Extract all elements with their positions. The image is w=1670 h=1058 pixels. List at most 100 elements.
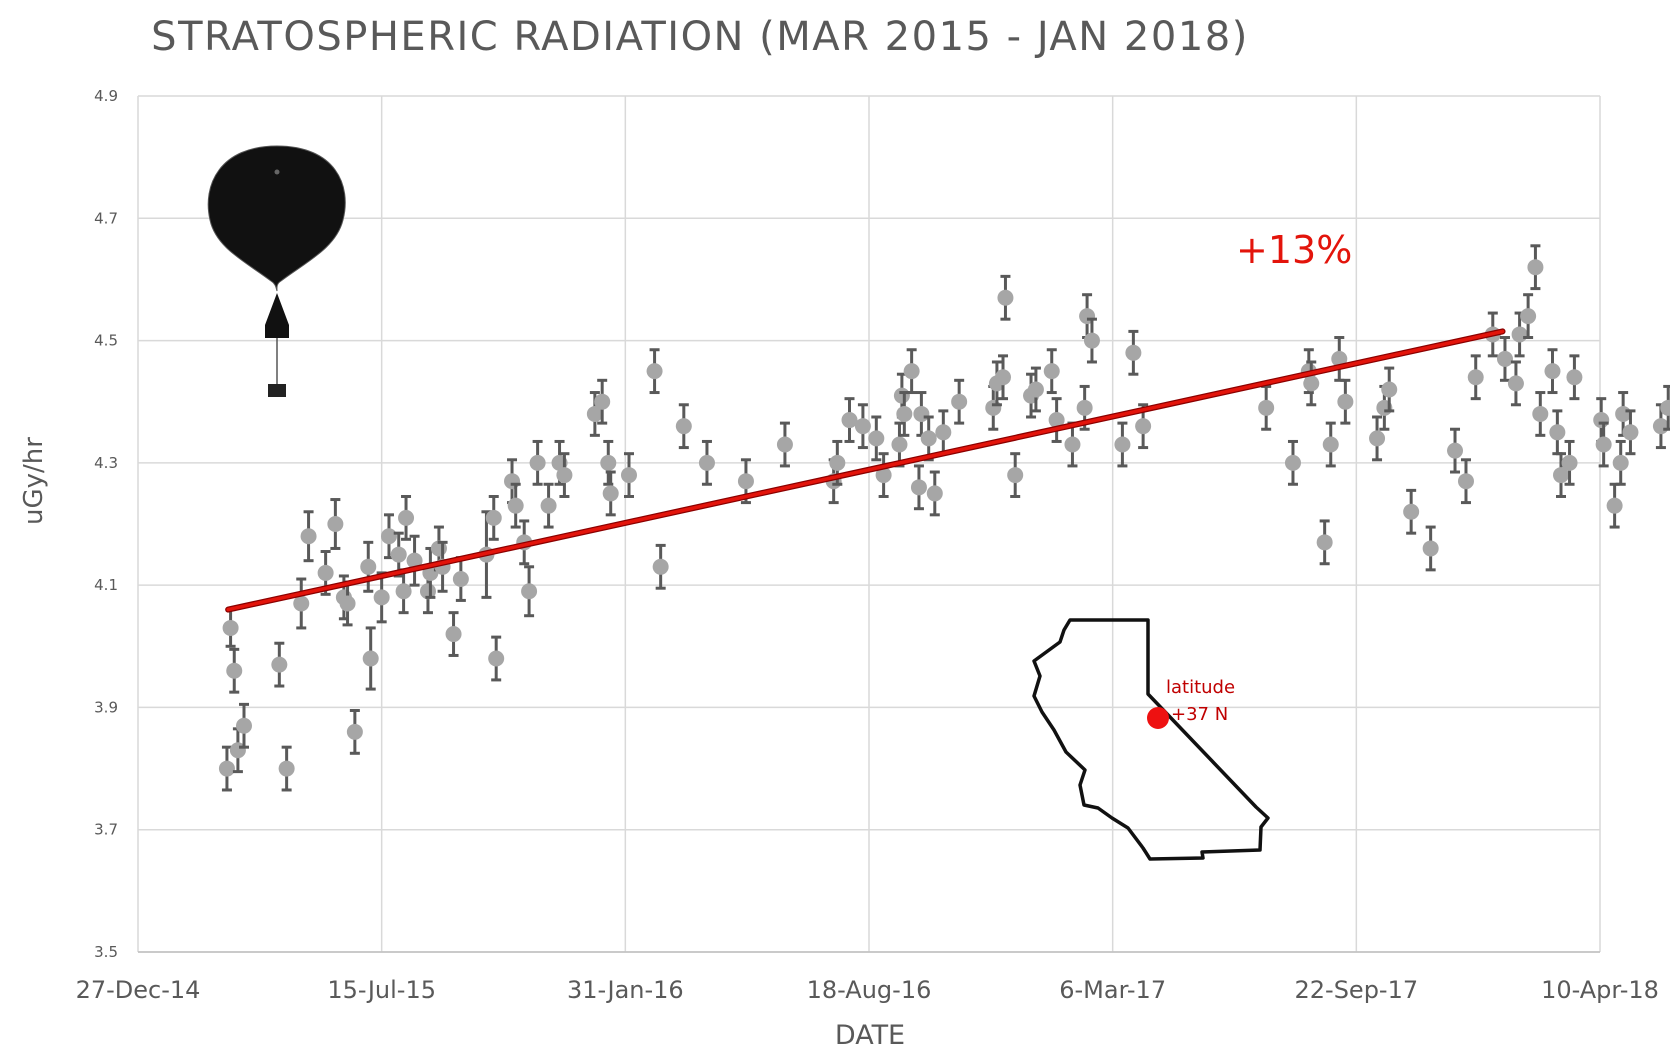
data-point [1544, 348, 1561, 395]
marker [868, 430, 885, 447]
latitude-value: +37 N [1171, 704, 1228, 725]
data-point [507, 482, 524, 529]
marker [951, 393, 968, 410]
data-point [1381, 366, 1398, 413]
data-point [1595, 421, 1612, 468]
marker [1457, 473, 1474, 490]
y-tick-label: 3.7 [94, 821, 118, 839]
marker [737, 473, 754, 490]
x-tick-label: 27-Dec-14 [76, 976, 201, 1004]
marker [485, 509, 502, 526]
y-tick-label: 3.5 [94, 943, 118, 961]
data-point [903, 348, 920, 395]
data-point [1422, 525, 1439, 572]
location-marker [1147, 707, 1169, 729]
data-point [1553, 452, 1570, 498]
data-point [620, 452, 637, 498]
y-tick-label: 4.9 [94, 87, 118, 105]
data-point [380, 513, 397, 560]
marker [445, 626, 462, 643]
marker [419, 583, 436, 600]
balloon-icon [207, 145, 346, 397]
marker [1496, 350, 1513, 367]
marker [222, 619, 239, 636]
marker [1027, 381, 1044, 398]
data-point [910, 464, 927, 511]
data-point [1606, 482, 1623, 529]
marker [1652, 418, 1669, 435]
marker [1114, 436, 1131, 453]
data-points [218, 244, 1670, 792]
marker [406, 552, 423, 569]
data-point [235, 702, 252, 749]
grid [137, 95, 1601, 953]
data-point [373, 571, 390, 624]
data-point [278, 745, 295, 792]
marker [339, 595, 356, 612]
data-point [1316, 519, 1333, 566]
data-point [1447, 427, 1464, 474]
data-point [529, 439, 546, 486]
data-point [594, 378, 611, 425]
data-point [1303, 360, 1320, 407]
data-point [1561, 439, 1578, 486]
marker [373, 589, 390, 606]
marker [327, 516, 344, 532]
marker [646, 363, 663, 380]
data-point [1457, 458, 1474, 505]
marker [1520, 308, 1537, 325]
data-point [271, 641, 288, 688]
marker [390, 546, 407, 563]
data-point [776, 421, 793, 468]
marker [278, 760, 295, 777]
data-point [1527, 244, 1544, 291]
marker [620, 467, 637, 484]
data-point [504, 458, 521, 505]
x-tick-label: 31-Jan-16 [567, 976, 684, 1004]
data-point [1322, 421, 1339, 468]
data-point [951, 378, 968, 425]
x-tick-label: 15-Jul-15 [327, 976, 436, 1004]
data-point [854, 403, 871, 450]
data-point [1496, 336, 1513, 382]
marker [903, 363, 920, 380]
marker [602, 485, 619, 502]
marker [893, 387, 910, 404]
data-point [1135, 403, 1152, 450]
marker [1048, 412, 1065, 429]
data-point [1331, 336, 1348, 382]
data-point [1532, 391, 1549, 437]
marker [600, 454, 617, 471]
marker [995, 369, 1012, 386]
marker [1258, 399, 1275, 416]
data-point [1549, 409, 1566, 456]
data-point [346, 708, 363, 755]
data-point [293, 577, 310, 630]
marker [985, 399, 1002, 416]
data-point [1083, 317, 1100, 364]
marker [910, 479, 927, 496]
marker [504, 473, 521, 490]
california-map-icon: latitude +37 N [1032, 618, 1270, 861]
marker [398, 509, 415, 526]
y-tick-label: 4.7 [94, 209, 118, 227]
marker [698, 454, 715, 471]
marker [854, 418, 871, 435]
marker [1622, 424, 1639, 441]
marker [556, 467, 573, 484]
marker [271, 656, 288, 673]
marker [1303, 375, 1320, 392]
marker [1447, 442, 1464, 459]
marker [1553, 467, 1570, 484]
y-tick-label: 4.3 [94, 454, 118, 472]
trend-line [226, 329, 1505, 612]
data-point [600, 439, 617, 486]
marker [920, 430, 937, 447]
marker [1527, 259, 1544, 276]
data-point [652, 543, 669, 590]
marker [841, 412, 858, 429]
marker [1595, 436, 1612, 453]
data-point [1520, 293, 1537, 340]
data-point [1467, 354, 1484, 401]
